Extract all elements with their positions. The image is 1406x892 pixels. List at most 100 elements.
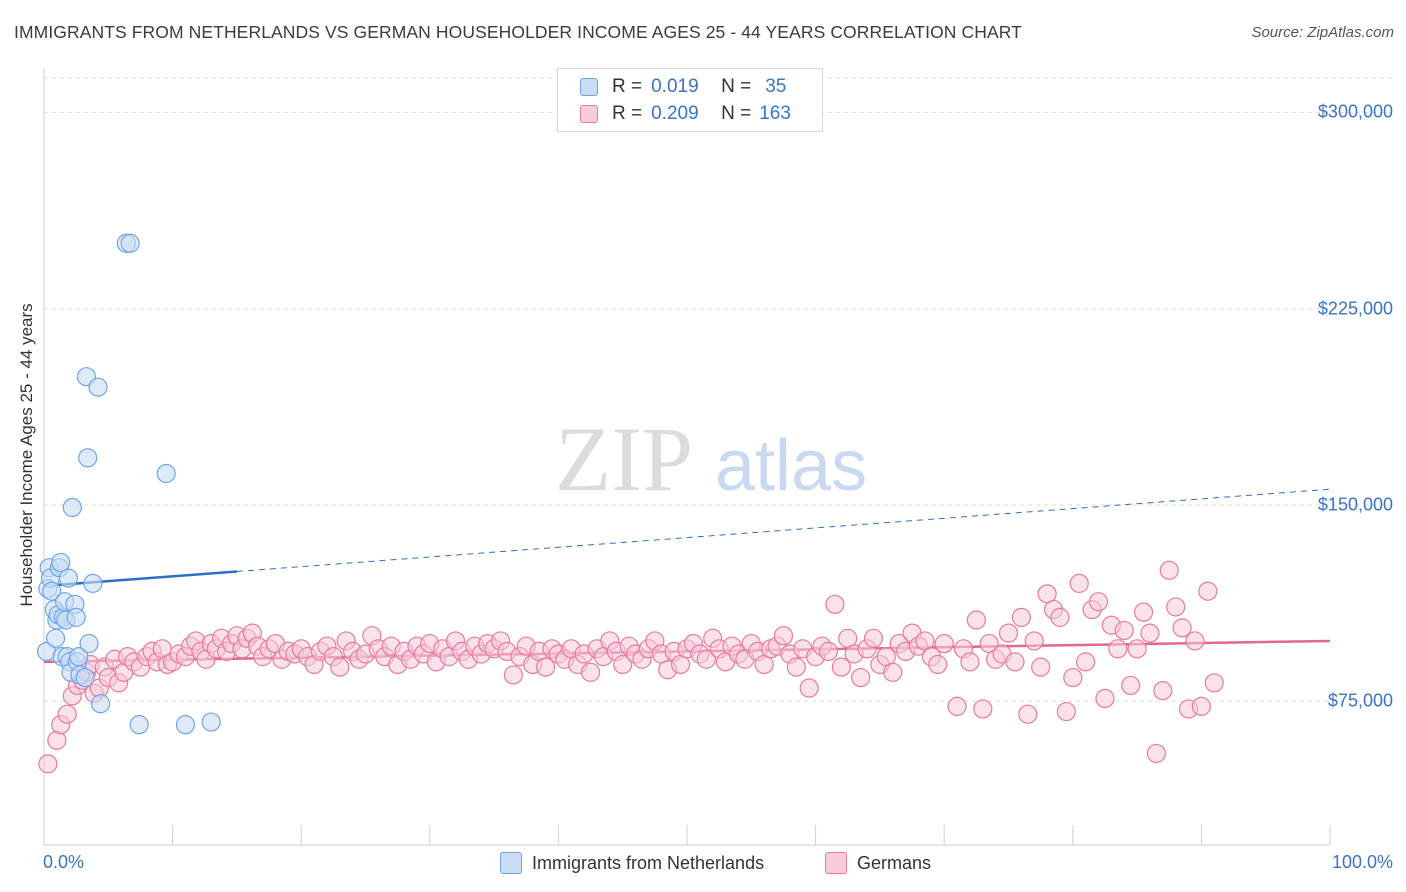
point-germans xyxy=(1031,657,1051,677)
point-netherlands xyxy=(45,628,66,648)
x-tick-label-left: 0.0% xyxy=(43,852,85,872)
grid-layer xyxy=(44,77,1392,702)
point-germans xyxy=(330,657,350,677)
point-germans xyxy=(1005,652,1025,672)
point-germans xyxy=(825,594,845,614)
legend-swatch-germans xyxy=(580,105,598,123)
watermark-layer: ZIP atlas xyxy=(555,408,867,510)
point-germans xyxy=(799,678,819,698)
watermark-atlas: atlas xyxy=(715,426,867,506)
bottom-legend-label-germans: Germans xyxy=(857,852,932,873)
legend-r-value: 0.209 xyxy=(651,103,699,124)
bottom-legend-netherlands: Immigrants from Netherlands xyxy=(500,852,764,874)
point-netherlands xyxy=(156,463,176,484)
point-netherlands xyxy=(88,377,108,397)
point-germans xyxy=(818,641,839,662)
point-germans xyxy=(1198,581,1218,601)
point-germans xyxy=(998,623,1019,643)
point-germans xyxy=(535,657,556,677)
point-germans xyxy=(863,628,884,648)
legend-n-label: N = xyxy=(721,76,752,97)
bottom-swatch-netherlands xyxy=(500,852,522,874)
point-netherlands xyxy=(120,233,140,253)
point-germans xyxy=(1166,597,1186,617)
y-tick-label: $300,000 xyxy=(1317,101,1393,122)
point-germans xyxy=(934,633,954,654)
point-netherlands xyxy=(58,568,79,588)
point-germans xyxy=(1127,639,1147,659)
legend-n-value: 35 xyxy=(765,76,787,97)
point-netherlands xyxy=(90,694,111,714)
point-germans xyxy=(1069,573,1089,593)
y-tick-label: $75,000 xyxy=(1327,690,1393,711)
point-germans xyxy=(1185,631,1205,651)
point-germans xyxy=(1108,639,1128,659)
point-germans xyxy=(1140,623,1160,643)
point-netherlands xyxy=(42,581,62,601)
point-germans xyxy=(1056,701,1076,722)
point-germans xyxy=(38,754,58,774)
point-germans xyxy=(47,730,67,750)
point-germans xyxy=(1050,607,1070,627)
point-germans xyxy=(580,662,601,682)
chart-source: Source: ZipAtlas.com xyxy=(1251,24,1394,41)
point-germans xyxy=(1076,652,1096,672)
point-germans xyxy=(973,699,993,719)
point-germans xyxy=(786,657,806,677)
point-germans xyxy=(928,654,948,675)
point-germans xyxy=(57,704,77,724)
legend-row-netherlands: R = 0.019 N = 35 xyxy=(580,75,786,99)
point-germans xyxy=(1191,696,1212,716)
legend-r-label: R = xyxy=(612,76,643,97)
point-germans xyxy=(947,696,967,716)
y-tick-label: $150,000 xyxy=(1317,494,1393,515)
x-tick-label-right: 100.0% xyxy=(1331,852,1393,872)
point-netherlands xyxy=(66,607,86,627)
point-netherlands xyxy=(175,715,196,735)
point-netherlands xyxy=(79,633,99,654)
point-germans xyxy=(613,654,633,675)
watermark-zip: ZIP xyxy=(555,408,693,510)
point-netherlands xyxy=(78,448,98,468)
legend-row-germans: R = 0.209 N = 163 xyxy=(580,102,791,126)
point-germans xyxy=(1018,704,1038,724)
point-netherlands xyxy=(51,552,71,573)
point-germans xyxy=(773,626,794,646)
chart-title: IMMIGRANTS FROM NETHERLANDS VS GERMAN HO… xyxy=(14,22,1022,42)
point-germans xyxy=(966,610,986,630)
y-tick-label: $225,000 xyxy=(1317,298,1393,319)
point-germans xyxy=(1146,743,1166,764)
axis-layer xyxy=(43,68,1331,846)
point-germans xyxy=(1159,560,1179,580)
point-netherlands xyxy=(83,573,103,593)
point-netherlands xyxy=(62,497,82,518)
point-germans xyxy=(696,649,716,669)
bottom-swatch-germans xyxy=(825,852,847,874)
point-germans xyxy=(1121,675,1141,696)
bottom-legend-label-netherlands: Immigrants from Netherlands xyxy=(532,852,765,873)
point-germans xyxy=(960,652,980,672)
point-germans xyxy=(831,657,851,677)
legend-n-value: 163 xyxy=(759,103,791,124)
points-layer xyxy=(36,233,1224,774)
legend-swatch-netherlands xyxy=(580,78,598,96)
legend-r-value: 0.019 xyxy=(651,76,699,97)
point-netherlands xyxy=(201,712,221,732)
point-germans xyxy=(1095,688,1115,709)
legend-n-label: N = xyxy=(721,103,752,124)
point-germans xyxy=(1204,673,1224,693)
stats-legend: R = 0.019 N = 35 R = 0.209 N = 163 xyxy=(557,68,823,132)
point-germans xyxy=(1133,602,1154,622)
point-netherlands xyxy=(129,715,149,735)
point-germans xyxy=(1063,667,1083,688)
point-germans xyxy=(883,662,903,682)
bottom-legend-germans: Germans xyxy=(825,852,931,874)
point-germans xyxy=(1172,618,1192,638)
point-germans xyxy=(851,667,871,688)
point-germans xyxy=(1011,607,1031,627)
point-germans xyxy=(503,665,523,685)
point-netherlands xyxy=(75,667,95,688)
point-germans xyxy=(1024,631,1044,651)
